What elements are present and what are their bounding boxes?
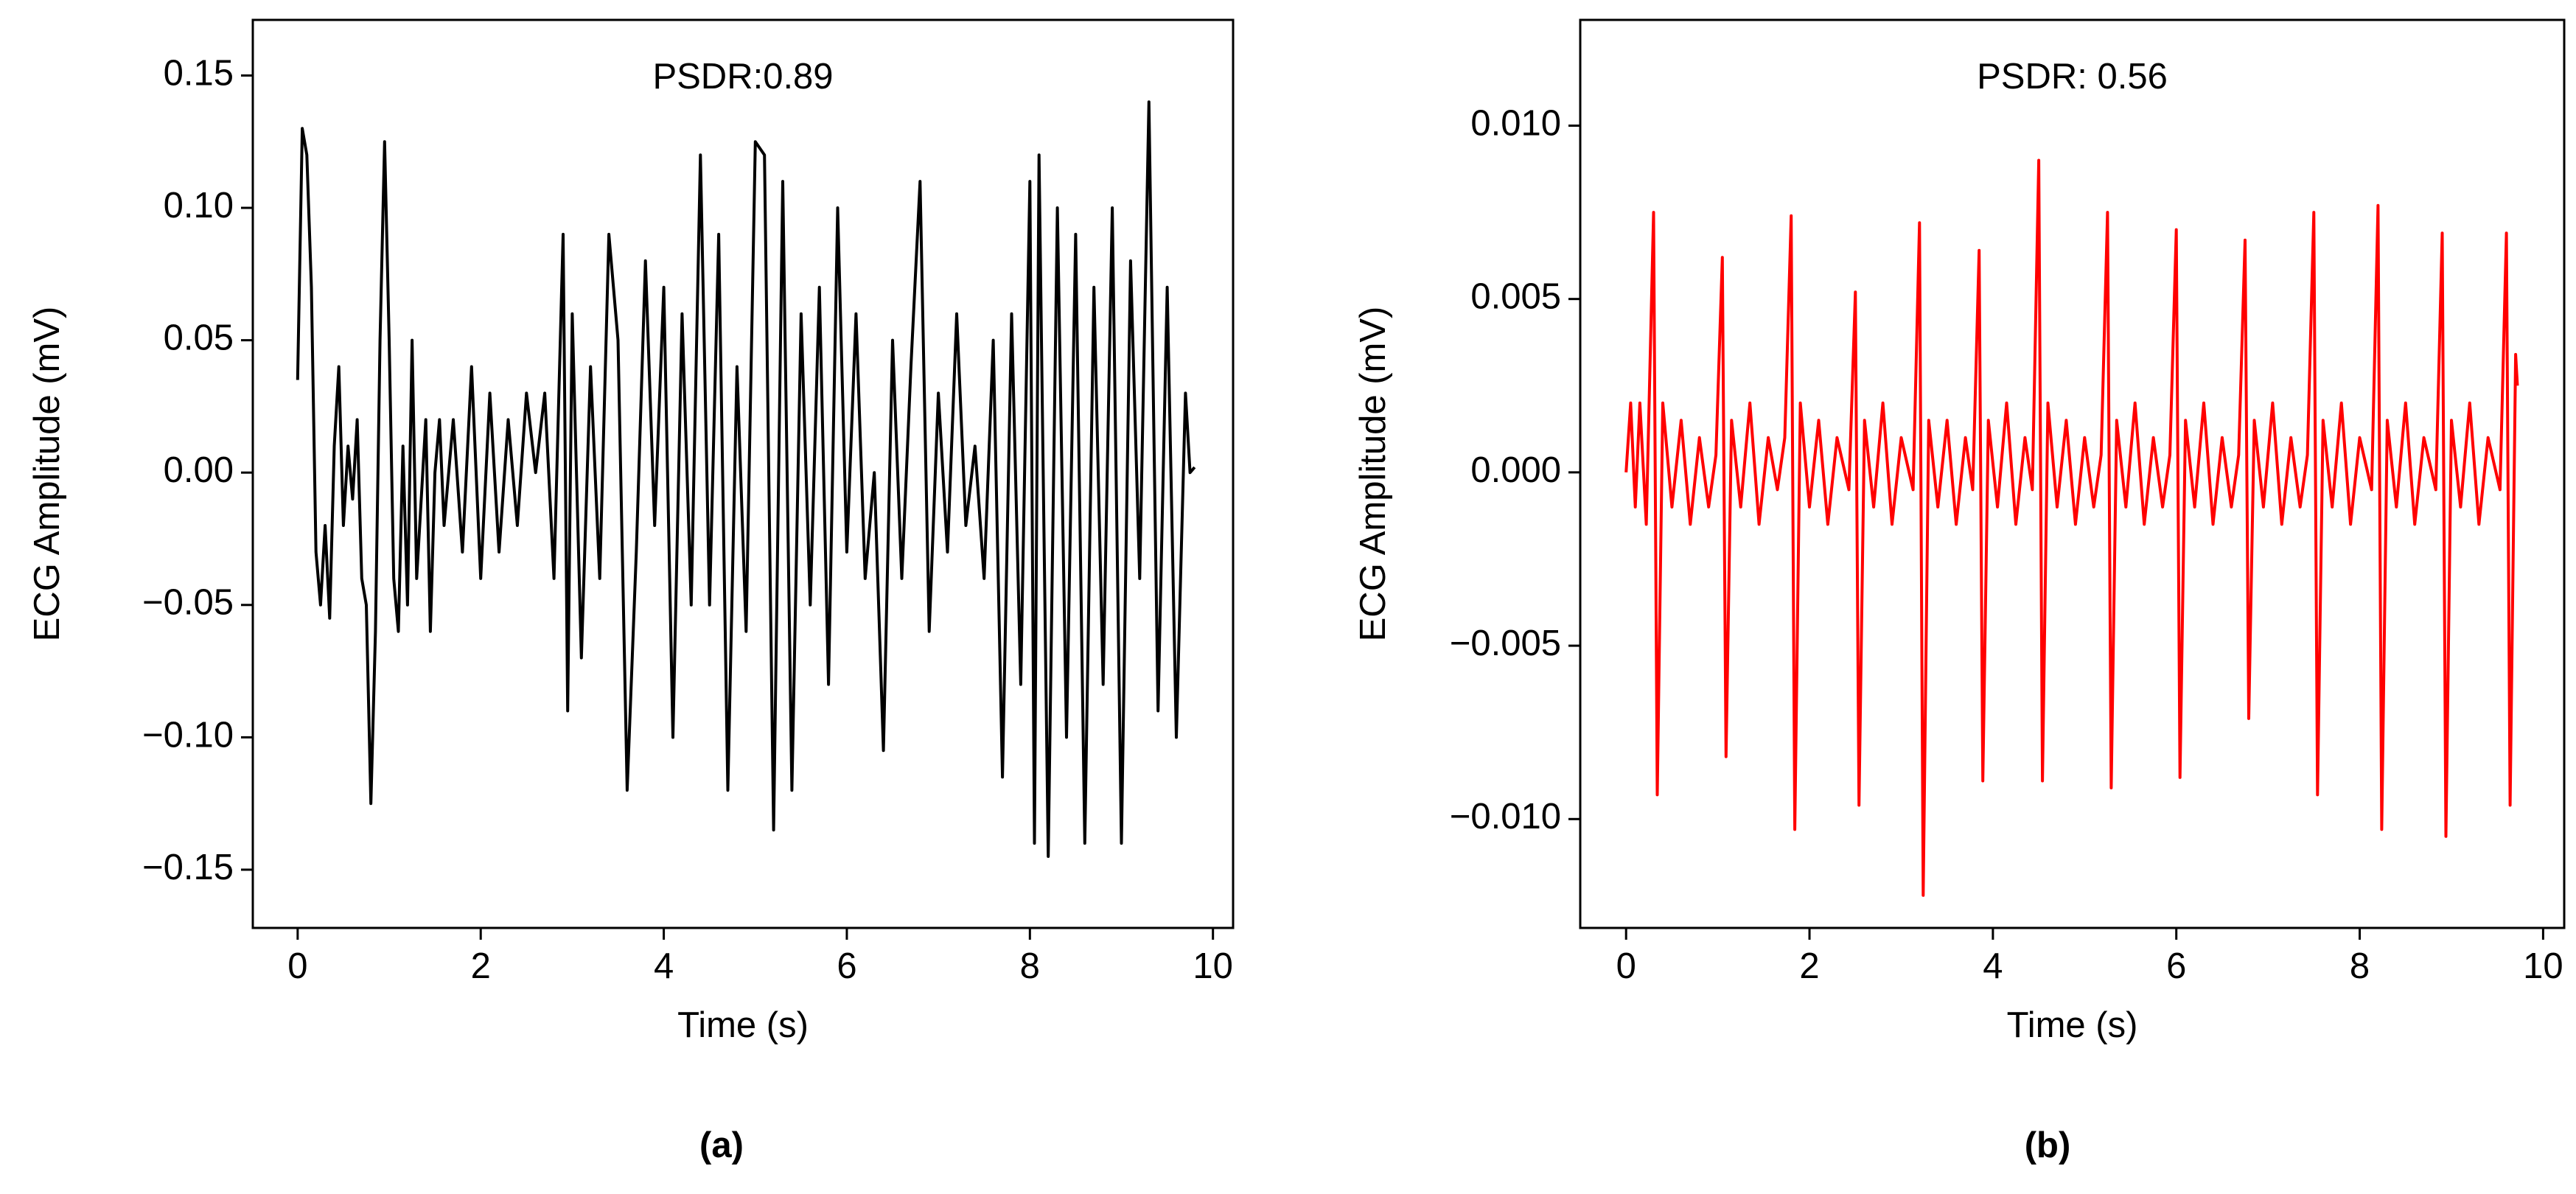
y-tick-label: −0.15 [142,848,234,887]
plot-frame [251,18,1235,929]
y-tick-label: 0.000 [1470,450,1561,490]
y-tick-label: 0.005 [1470,277,1561,317]
annotation: PSDR:0.89 [652,57,833,97]
x-tick-label: 2 [1799,946,1819,986]
y-tick-label: −0.005 [1450,624,1561,663]
x-tick-label: 0 [1616,946,1636,986]
x-tick-label: 6 [2166,946,2186,986]
x-axis-label: Time (s) [2007,1005,2138,1045]
x-axis-label: Time (s) [677,1005,809,1045]
y-tick-label: −0.05 [142,583,234,623]
x-tick-label: 8 [1020,946,1040,986]
x-tick-label: 8 [2350,946,2370,986]
y-tick-label: 0.15 [164,53,234,93]
x-tick-label: 4 [1983,946,2003,986]
y-tick-label: 0.05 [164,318,234,358]
x-tick-label: 6 [837,946,856,986]
caption: (b) [2025,1125,2071,1165]
y-tick-label: −0.010 [1450,797,1561,837]
signal-line [296,100,1196,858]
y-tick-label: 0.00 [164,450,234,490]
y-axis-label: ECG Amplitude (mV) [1353,307,1393,642]
y-tick-label: −0.10 [142,715,234,755]
y-tick-label: 0.10 [164,186,234,226]
signal-line [1624,158,2519,897]
annotation: PSDR: 0.56 [1977,57,2168,97]
caption: (a) [699,1125,744,1165]
y-tick-label: 0.010 [1470,103,1561,143]
plot-frame [1579,18,2566,929]
y-axis-label: ECG Amplitude (mV) [27,307,67,642]
x-tick-label: 10 [1193,946,1233,986]
x-tick-label: 0 [287,946,307,986]
x-tick-label: 4 [654,946,674,986]
x-tick-label: 10 [2523,946,2563,986]
x-tick-label: 2 [471,946,491,986]
